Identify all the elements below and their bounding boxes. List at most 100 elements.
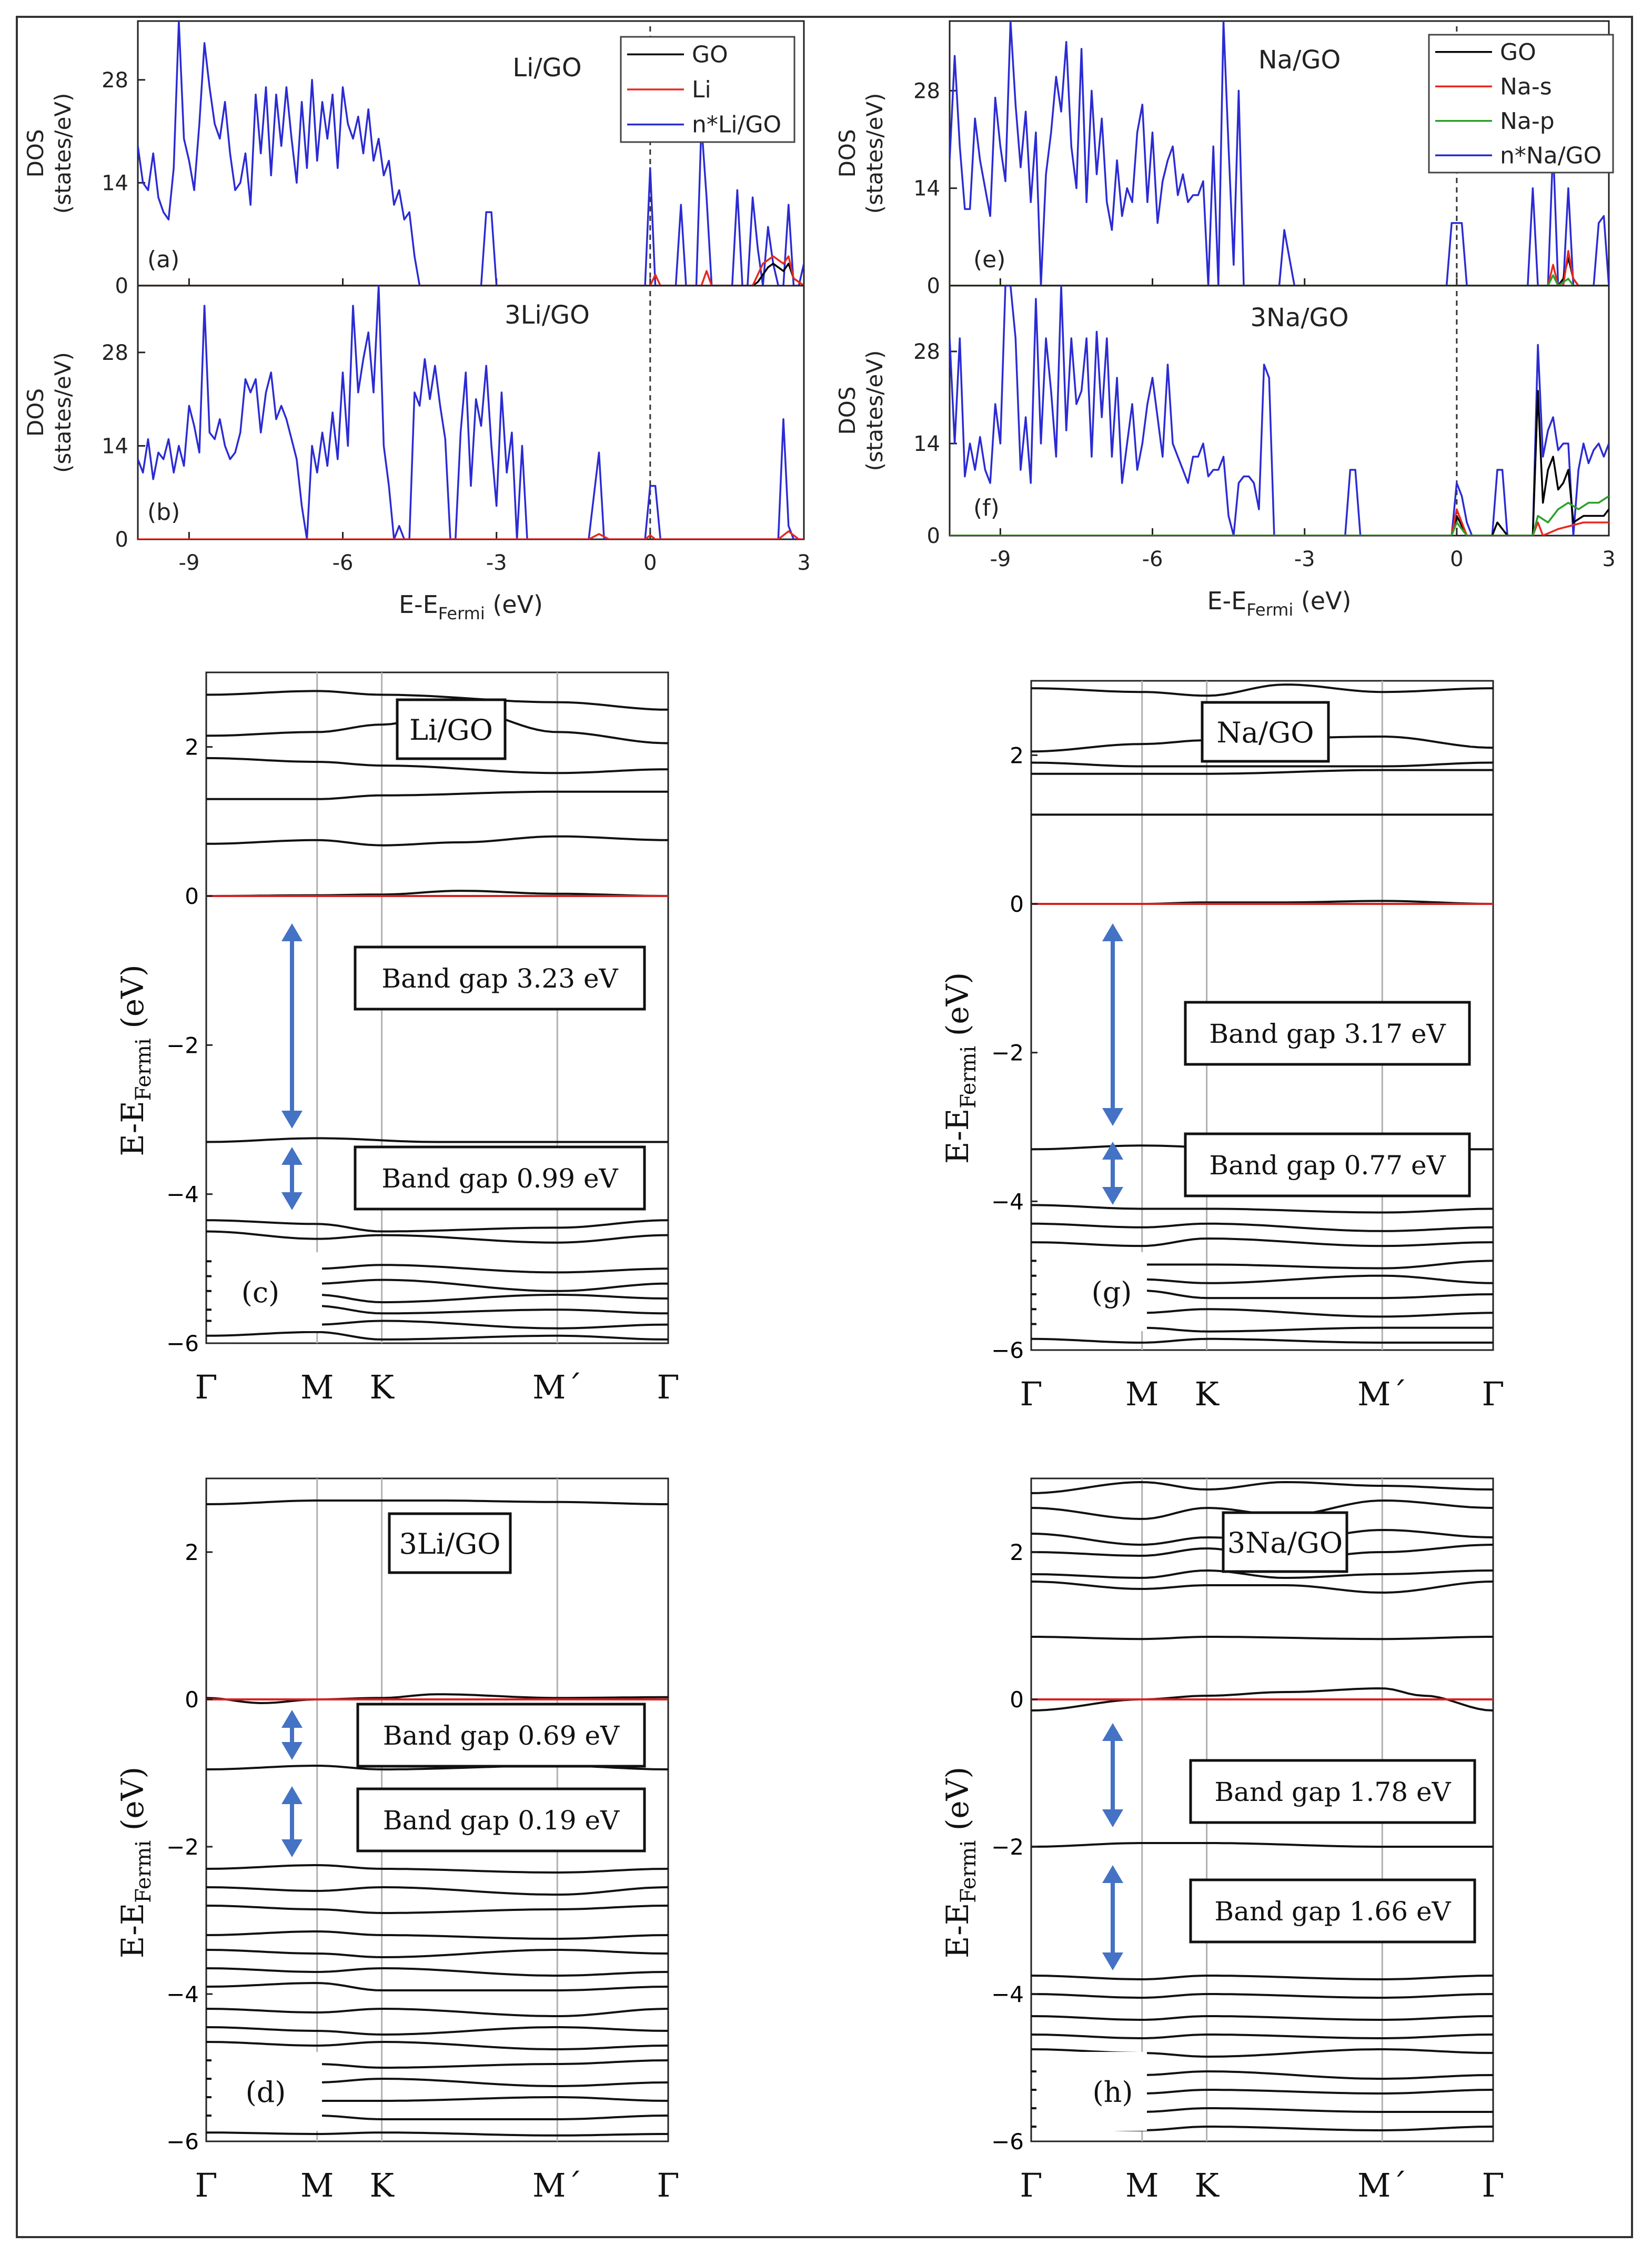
arrow-head-down <box>281 1742 303 1760</box>
band-line <box>206 1137 668 1143</box>
band-line <box>1031 1842 1493 1848</box>
y-tick-label: 2 <box>1010 1539 1024 1565</box>
plot-frame <box>137 285 805 540</box>
band-line <box>206 1967 668 1977</box>
panel-title: 3Na/GO <box>1227 1526 1343 1559</box>
kpoint-label-Γ: Γ <box>195 2166 217 2204</box>
y-tick-label: −6 <box>991 2129 1024 2155</box>
title-box <box>396 698 507 760</box>
y-axis-label: E-EFermi (eV) <box>115 964 156 1156</box>
kpoint-label-Γ: Γ <box>1482 1375 1504 1413</box>
arrow-head-down <box>281 1192 303 1210</box>
y-tick-label: 0 <box>185 883 199 909</box>
dos-panel-a: 0 14 28 DOS (states/eV) (a) Li/GO GO Li n*Li/GO <box>23 20 805 298</box>
x-tick-label: 3 <box>1602 547 1615 571</box>
y-tick-label: 28 <box>913 79 940 103</box>
band-line <box>206 2131 668 2137</box>
panel-title: 3Na/GO <box>1250 303 1348 333</box>
y-tick-label: 28 <box>102 341 128 365</box>
band-gap-box <box>1184 1001 1471 1066</box>
y-tick-label: −4 <box>166 1981 199 2007</box>
kpoint-label-K: K <box>1194 1375 1220 1413</box>
arrow-head-down <box>281 1839 303 1857</box>
kpoint-label-M: M <box>300 2166 334 2204</box>
arrow-head-down <box>1102 1809 1123 1827</box>
panel-label: (g) <box>1092 1276 1132 1309</box>
kpoint-label-Γ: Γ <box>1020 1375 1042 1413</box>
band-line <box>1031 683 1493 697</box>
series-line-n*Li/GO <box>138 21 804 286</box>
arrow-head-up <box>281 1147 303 1165</box>
x-axis-label: E-EFermi (eV) <box>399 590 543 623</box>
double-arrow <box>281 923 303 1129</box>
band-gap-box <box>1189 1878 1476 1944</box>
x-tick-label: 0 <box>643 551 657 575</box>
title-box <box>1201 701 1330 763</box>
y-tick-label: 14 <box>913 177 940 201</box>
x-tick-label: -3 <box>486 551 507 575</box>
panel-label: (a) <box>147 246 179 273</box>
band-line <box>206 1981 668 1991</box>
y-label-line1: DOS <box>23 388 48 437</box>
y-tick-label: −4 <box>166 1182 199 1207</box>
band-panel-c: −6 −4 −2 0 2 (c) Γ M K M´ Γ E-EFermi (eV) Li/GO Band … <box>115 671 680 1406</box>
dos-panel-f: 0 14 28 -9 -6 -3 0 3 DOS (states/eV) (f) 3Na/GO E-EF… <box>834 285 1616 620</box>
dos-panel-e: 0 14 28 DOS (states/eV) (e) Na/GO GO Na-s Na-p n*N… <box>834 20 1614 298</box>
panel-label: (f) <box>973 495 1000 521</box>
band-gap-label: Band gap 1.78 eV <box>1214 1777 1451 1807</box>
y-tick-label: 0 <box>115 528 128 552</box>
band-line <box>1031 1687 1493 1712</box>
y-tick-label: −2 <box>166 1834 199 1860</box>
fermi-band-line <box>206 1693 668 1705</box>
series-line-Li <box>138 255 804 286</box>
y-tick-label: 0 <box>115 274 128 298</box>
y-axis-label: E-EFermi (eV) <box>940 1767 981 1958</box>
series-line-n*Na/GO <box>950 286 1609 536</box>
band-gap-box <box>356 1787 646 1853</box>
band-gap-label: Band gap 0.77 eV <box>1209 1150 1446 1181</box>
kpoint-label-Γ: Γ <box>1482 2166 1504 2204</box>
band-panel-h: −6 −4 −2 0 2 (h) Γ M K M´ Γ E-EFermi (eV) 3Na/GO Band… <box>940 1477 1505 2204</box>
legend-entry-Li: Li <box>692 76 711 103</box>
band-line <box>206 1230 668 1244</box>
double-arrow <box>281 1786 303 1857</box>
arrow-head-up <box>281 1786 303 1804</box>
band-gap-box <box>356 1703 646 1768</box>
y-tick-label: 14 <box>102 171 128 195</box>
arrow-head-up <box>281 1710 303 1728</box>
title-box <box>388 1512 512 1574</box>
figure-border <box>16 16 1633 2238</box>
kpoint-label-M: M <box>300 1368 334 1406</box>
series-group <box>950 21 1609 286</box>
band-line <box>1031 2015 1493 2021</box>
kpoint-label-K: K <box>1194 2166 1220 2204</box>
x-tick-label: 3 <box>797 551 810 575</box>
y-tick-label: 28 <box>102 68 128 93</box>
double-arrow <box>1102 1142 1123 1205</box>
double-arrow <box>281 1147 303 1210</box>
legend-entry-Na-s: Na-s <box>1500 73 1552 100</box>
band-line <box>1031 1204 1493 1214</box>
band-gap-label: Band gap 3.23 eV <box>381 963 618 994</box>
y-axis-label: DOS (states/eV) <box>23 93 76 214</box>
series-line-Na-s <box>950 250 1609 286</box>
y-axis-label: DOS (states/eV) <box>834 93 888 214</box>
double-arrow <box>281 1710 303 1760</box>
y-axis-label: E-EFermi (eV) <box>115 1767 156 1958</box>
dos-panel-b: 0 14 28 -9 -6 -3 0 3 DOS (states/eV) (b) 3Li/GO E-EF… <box>23 285 811 623</box>
y-label-line2: (states/eV) <box>50 352 76 473</box>
y-tick-label: 2 <box>1010 742 1024 768</box>
legend-box <box>1428 34 1614 174</box>
y-tick-label: −4 <box>991 1981 1024 2007</box>
series-line-Na-p <box>950 495 1609 536</box>
band-line <box>1031 1975 1493 1981</box>
band-line <box>206 690 668 711</box>
y-tick-label: −6 <box>991 1337 1024 1363</box>
arrow-head-up <box>1102 1723 1123 1741</box>
band-line <box>1031 1569 1493 1579</box>
y-tick-label: 0 <box>185 1687 199 1713</box>
panel-label: (h) <box>1093 2076 1133 2109</box>
y-tick-label: 2 <box>185 734 199 760</box>
x-tick-label: -6 <box>333 551 354 575</box>
